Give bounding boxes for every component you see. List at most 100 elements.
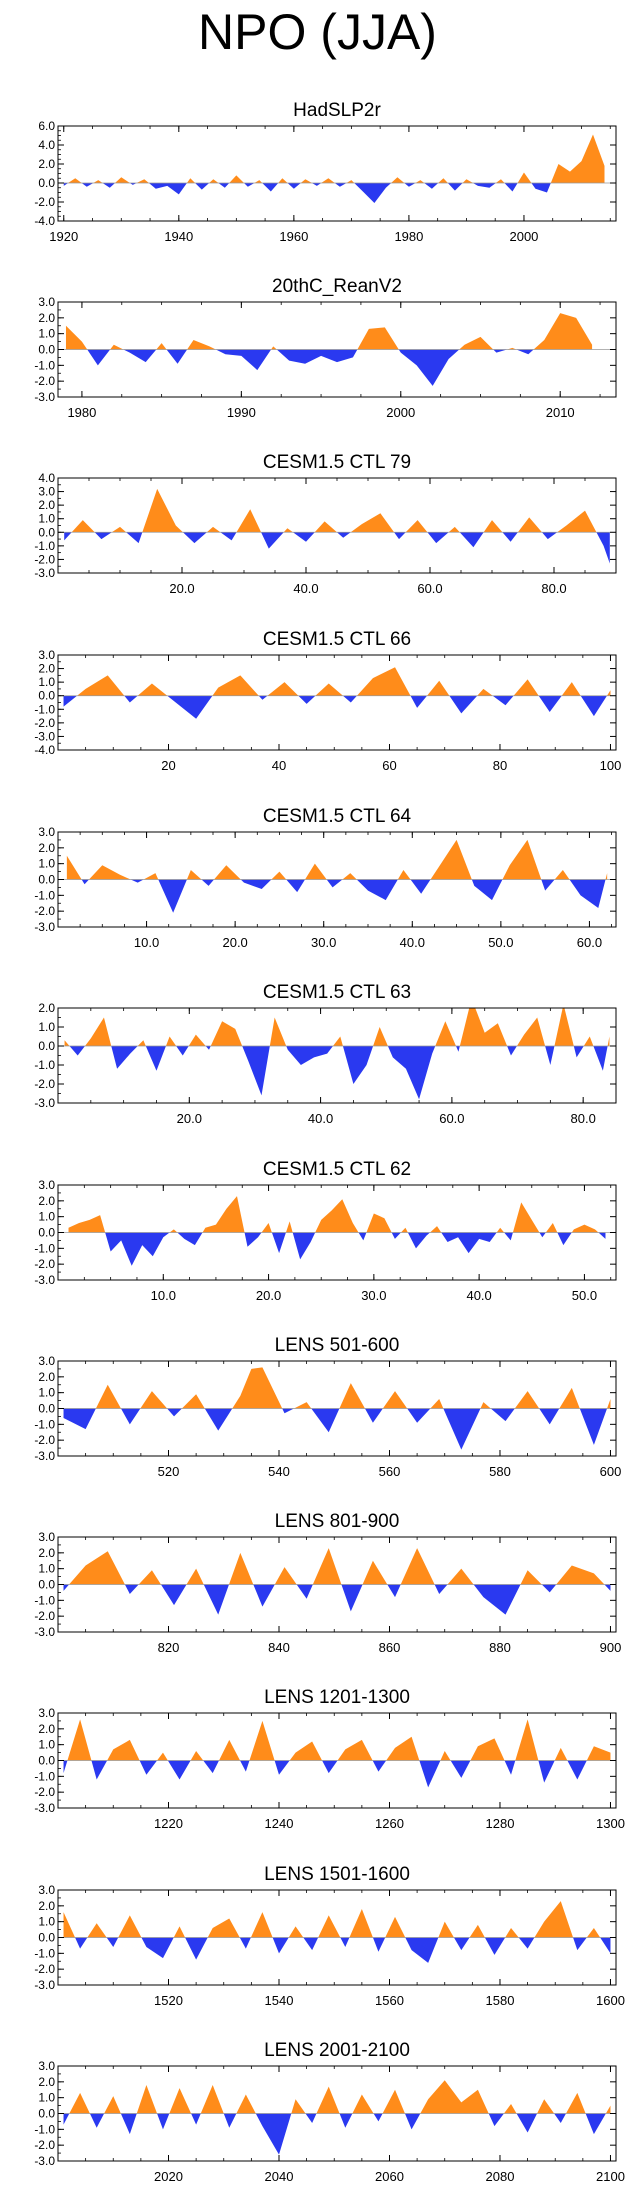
x-tick-label: 1280 xyxy=(486,1816,515,1831)
y-tick-label: 0.0 xyxy=(38,1931,55,1945)
y-tick-label: -3.0 xyxy=(34,566,55,580)
negative-area xyxy=(63,183,605,203)
y-tick-label: 3.0 xyxy=(38,825,55,839)
x-tick-label: 1600 xyxy=(596,1993,625,2008)
y-tick-label: 0.0 xyxy=(38,873,55,887)
chart-title: LENS 501-600 xyxy=(275,1335,400,1356)
y-tick-label: -2.0 xyxy=(34,904,55,918)
x-tick-label: 1980 xyxy=(67,405,96,420)
x-tick-label: 1240 xyxy=(265,1816,294,1831)
y-tick-label: -4.0 xyxy=(34,214,55,228)
x-tick-label: 2080 xyxy=(486,2169,515,2184)
y-tick-label: -1.0 xyxy=(34,1593,55,1607)
x-tick-label: 2100 xyxy=(596,2169,625,2184)
y-tick-label: 4.0 xyxy=(38,471,55,485)
x-tick-label: 2000 xyxy=(386,405,415,420)
x-tick-label: 1980 xyxy=(394,229,423,244)
x-tick-label: 600 xyxy=(600,1464,622,1479)
y-tick-label: -2.0 xyxy=(34,716,55,730)
positive-area xyxy=(65,313,593,350)
y-tick-label: 0.0 xyxy=(38,1754,55,1768)
y-tick-label: -1.0 xyxy=(34,1058,55,1072)
x-tick-label: 60 xyxy=(382,758,396,773)
x-tick-label: 2010 xyxy=(546,405,575,420)
y-tick-label: 2.0 xyxy=(38,1370,55,1384)
plot-frame xyxy=(57,125,617,222)
x-tick-label: 520 xyxy=(158,1464,180,1479)
chart-panel: CESM1.5 CTL 63 2.0 1.0 0.0 -1.0 -2.0 -3.0 20.0 4… xyxy=(34,982,617,1126)
chart-title: LENS 1201-1300 xyxy=(264,1687,410,1708)
negative-area xyxy=(68,1232,606,1266)
y-tick-label: 0.0 xyxy=(38,1039,55,1053)
x-tick-label: 1580 xyxy=(486,1993,515,2008)
chart-panel: LENS 1501-1600 3.0 2.0 1.0 0.0-1.0 -2.0 -3.0 15… xyxy=(34,1864,625,2008)
x-tick-label: 1920 xyxy=(49,229,78,244)
negative-area xyxy=(63,695,607,719)
y-tick-label: 0.0 xyxy=(38,2107,55,2121)
y-tick-label: 2.0 xyxy=(38,2075,55,2089)
x-tick-label: 20.0 xyxy=(222,935,247,950)
positive-area xyxy=(63,2080,611,2114)
x-tick-label: 60.0 xyxy=(439,1111,464,1126)
x-tick-label: 80.0 xyxy=(541,581,566,596)
chart-title: LENS 801-900 xyxy=(275,1511,400,1532)
y-tick-label: -3.0 xyxy=(34,1096,55,1110)
y-tick-label: -2.0 xyxy=(34,552,55,566)
x-tick-label: 80.0 xyxy=(571,1111,596,1126)
x-tick-label: 60.0 xyxy=(577,935,602,950)
positive-area xyxy=(63,1901,611,1938)
x-tick-label: 20 xyxy=(161,758,175,773)
y-tick-label: 0.0 xyxy=(38,1578,55,1592)
y-tick-label: -3.0 xyxy=(34,1801,55,1815)
x-tick-label: 2040 xyxy=(265,2169,294,2184)
y-tick-label: -1.0 xyxy=(34,702,55,716)
x-tick-label: 60.0 xyxy=(417,581,442,596)
y-tick-label: 3.0 xyxy=(38,485,55,499)
chart-panel: LENS 2001-2100 3.0 2.0 1.0 0.0-1.0 -2.0 -3.0 20… xyxy=(34,2040,625,2184)
positive-area xyxy=(63,1719,611,1761)
y-tick-label: 0.0 xyxy=(38,1402,55,1416)
y-tick-label: 2.0 xyxy=(38,498,55,512)
negative-area xyxy=(64,532,610,564)
x-tick-label: 20.0 xyxy=(169,581,194,596)
x-tick-label: 1990 xyxy=(227,405,256,420)
y-tick-label: -2.0 xyxy=(34,1962,55,1976)
y-tick-label: 1.0 xyxy=(38,1210,55,1224)
y-tick-label: -4.0 xyxy=(34,743,55,757)
y-tick-label: -3.0 xyxy=(34,920,55,934)
x-tick-label: 880 xyxy=(489,1640,511,1655)
y-tick-label: 3.0 xyxy=(38,1706,55,1720)
x-tick-label: 1260 xyxy=(375,1816,404,1831)
y-tick-label: -2.0 xyxy=(34,374,55,388)
y-tick-label: -1.0 xyxy=(34,1417,55,1431)
y-tick-label: -2.0 xyxy=(34,1077,55,1091)
y-tick-label: -2.0 xyxy=(34,1785,55,1799)
y-tick-label: -1.0 xyxy=(34,358,55,372)
y-tick-label: -3.0 xyxy=(34,1978,55,1992)
x-tick-label: 100 xyxy=(600,758,622,773)
x-tick-label: 50.0 xyxy=(488,935,513,950)
x-tick-label: 820 xyxy=(158,1640,180,1655)
x-tick-label: 20.0 xyxy=(256,1288,281,1303)
x-tick-label: 1960 xyxy=(279,229,308,244)
x-tick-label: 40.0 xyxy=(400,935,425,950)
chart-title: LENS 1501-1600 xyxy=(264,1864,410,1885)
y-tick-label: 0.0 xyxy=(38,1226,55,1240)
x-tick-label: 40.0 xyxy=(308,1111,333,1126)
y-tick-label: 2.0 xyxy=(38,1194,55,1208)
y-tick-label: 2.0 xyxy=(38,1899,55,1913)
x-tick-label: 1540 xyxy=(265,1993,294,2008)
x-tick-label: 40.0 xyxy=(466,1288,491,1303)
y-tick-label: 3.0 xyxy=(38,2059,55,2073)
y-tick-label: -1.0 xyxy=(34,888,55,902)
y-tick-label: 1.0 xyxy=(38,512,55,526)
chart-title: CESM1.5 CTL 62 xyxy=(263,1159,411,1180)
chart-panel: LENS 801-900 3.0 2.0 1.0 0.0-1.0 -2.0 -3.0 820 8… xyxy=(34,1511,621,1655)
x-tick-label: 580 xyxy=(489,1464,511,1479)
y-tick-label: 1.0 xyxy=(38,857,55,871)
positive-area xyxy=(71,488,597,533)
y-tick-label: -1.0 xyxy=(34,1769,55,1783)
chart-title: CESM1.5 CTL 64 xyxy=(263,806,412,827)
